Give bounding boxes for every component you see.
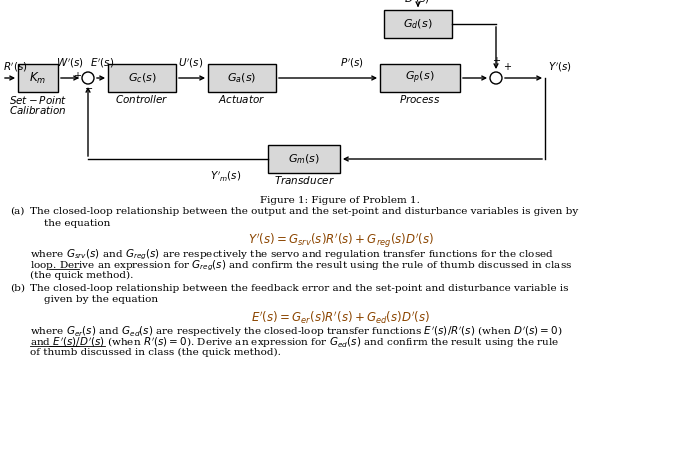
Text: (a): (a) xyxy=(10,207,25,216)
Text: $P'(s)$: $P'(s)$ xyxy=(340,57,364,71)
Text: (b): (b) xyxy=(10,284,25,293)
Text: $Y'_m(s)$: $Y'_m(s)$ xyxy=(210,169,242,183)
Text: $Transducer$: $Transducer$ xyxy=(274,174,334,186)
Bar xyxy=(268,145,340,173)
Text: $+$: $+$ xyxy=(503,61,512,72)
Text: given by the equation: given by the equation xyxy=(44,295,158,304)
Text: $W'(s)$: $W'(s)$ xyxy=(56,57,84,71)
Text: $E'(s)$: $E'(s)$ xyxy=(90,57,114,71)
Text: $Set-Point$: $Set-Point$ xyxy=(9,94,67,106)
Text: $Actuator$: $Actuator$ xyxy=(218,93,266,105)
Bar xyxy=(380,64,460,92)
Text: (the quick method).: (the quick method). xyxy=(30,270,133,280)
Text: $Controller$: $Controller$ xyxy=(115,93,169,105)
Text: loop. Derive an expression for $G_{reg}(s)$ and confirm the result using the rul: loop. Derive an expression for $G_{reg}(… xyxy=(30,259,572,273)
Bar xyxy=(108,64,176,92)
Text: $+$: $+$ xyxy=(73,70,82,81)
Text: of thumb discussed in class (the quick method).: of thumb discussed in class (the quick m… xyxy=(30,348,281,357)
Text: $G_d(s)$: $G_d(s)$ xyxy=(403,17,432,31)
Text: $G_m(s)$: $G_m(s)$ xyxy=(288,152,320,166)
Circle shape xyxy=(82,72,94,84)
Text: $Process$: $Process$ xyxy=(399,93,441,105)
Text: $G_p(s)$: $G_p(s)$ xyxy=(405,70,434,86)
Text: the equation: the equation xyxy=(44,219,110,227)
Text: $Y'(s)$: $Y'(s)$ xyxy=(548,60,572,73)
Bar xyxy=(384,10,452,38)
Text: $K_m$: $K_m$ xyxy=(29,71,46,86)
Text: The closed-loop relationship between the feedback error and the set-point and di: The closed-loop relationship between the… xyxy=(30,284,569,293)
Circle shape xyxy=(490,72,502,84)
Text: $G_a(s)$: $G_a(s)$ xyxy=(227,71,257,85)
Text: $Calibration$: $Calibration$ xyxy=(9,104,67,116)
Text: where $G_{srv}(s)$ and $G_{reg}(s)$ are respectively the servo and regulation tr: where $G_{srv}(s)$ and $G_{reg}(s)$ are … xyxy=(30,247,554,262)
Bar xyxy=(18,64,58,92)
Text: $U'(s)$: $U'(s)$ xyxy=(178,57,203,71)
Text: $-$: $-$ xyxy=(84,83,93,92)
Text: $G_c(s)$: $G_c(s)$ xyxy=(127,71,157,85)
Bar xyxy=(208,64,276,92)
Text: Figure 1: Figure of Problem 1.: Figure 1: Figure of Problem 1. xyxy=(260,196,420,205)
Text: $D'(s)$: $D'(s)$ xyxy=(404,0,430,6)
Text: The closed-loop relationship between the output and the set-point and disturbanc: The closed-loop relationship between the… xyxy=(30,207,578,216)
Text: $Y'(s) = G_{srv}(s)R'(s) + G_{reg}(s)D'(s)$: $Y'(s) = G_{srv}(s)R'(s) + G_{reg}(s)D'(… xyxy=(248,232,434,251)
Text: $+$: $+$ xyxy=(492,55,501,66)
Text: and $E'(s)/D'(s)$ (when $R'(s) = 0$). Derive an expression for $G_{ed}(s)$ and c: and $E'(s)/D'(s)$ (when $R'(s) = 0$). De… xyxy=(30,336,559,350)
Text: $R'(s)$: $R'(s)$ xyxy=(3,60,28,73)
Text: where $G_{er}(s)$ and $G_{ed}(s)$ are respectively the closed-loop transfer func: where $G_{er}(s)$ and $G_{ed}(s)$ are re… xyxy=(30,325,563,339)
Text: $E'(s) = G_{er}(s)R'(s) + G_{ed}(s)D'(s)$: $E'(s) = G_{er}(s)R'(s) + G_{ed}(s)D'(s)… xyxy=(251,309,430,325)
